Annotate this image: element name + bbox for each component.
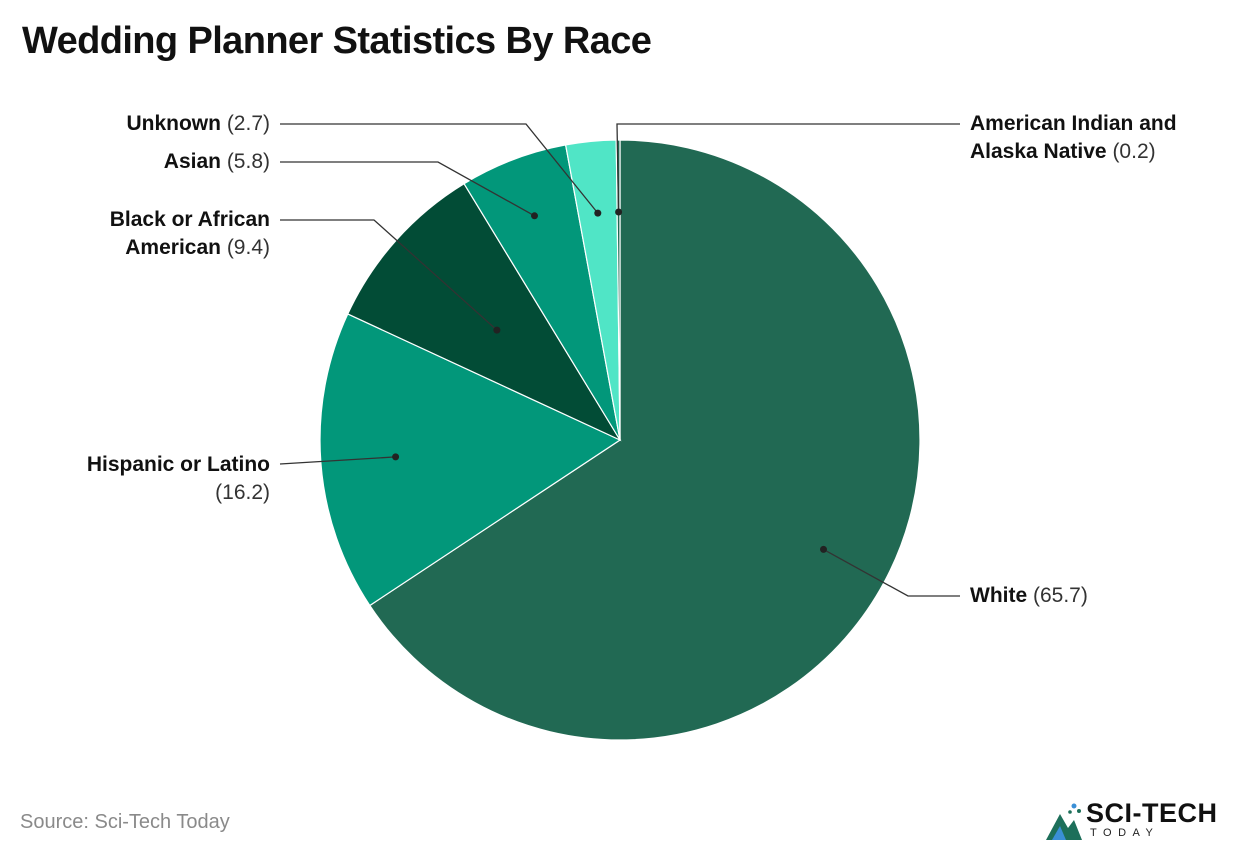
label-black: Black or African American (9.4) [40, 206, 270, 262]
label-black-name-line1: Black or African [109, 208, 270, 231]
logo-sub-text: TODAY [1090, 827, 1160, 839]
pie-slice-hispanic-or-latino [319, 313, 622, 607]
leader-line-white [823, 548, 960, 597]
label-black-name-line2: American [125, 236, 221, 259]
label-white-name: White [970, 584, 1028, 607]
label-american-indian-value: (0.2) [1112, 140, 1156, 163]
label-american-indian-name-line2: Alaska Native [970, 140, 1107, 163]
label-hispanic-name: Hispanic or Latino [86, 453, 270, 476]
leader-line-asian [280, 161, 535, 217]
label-american-indian-name-line1: American Indian and [970, 112, 1177, 135]
leader-line-american-indian-and-alaska-native [616, 123, 960, 213]
source-note: Source: Sci-Tech Today [20, 811, 230, 833]
label-hispanic: Hispanic or Latino (16.2) [40, 451, 270, 507]
label-unknown-name: Unknown [126, 112, 221, 135]
label-unknown-value: (2.7) [226, 112, 270, 135]
leader-line-black-or-african-american [280, 219, 498, 331]
leader-dot-hispanic-or-latino [392, 453, 400, 461]
label-asian: Asian (5.8) [60, 148, 270, 176]
label-unknown: Unknown (2.7) [60, 110, 270, 138]
logo-main-text: SCI-TECH [1086, 798, 1218, 828]
label-white-value: (65.7) [1033, 584, 1088, 607]
sci-tech-logo[interactable]: SCI-TECH TODAY [1044, 798, 1224, 844]
leader-line-hispanic-or-latino [279, 456, 396, 465]
leader-dot-unknown [594, 209, 602, 217]
leader-dot-american-indian-and-alaska-native [615, 208, 623, 216]
label-american-indian: American Indian and Alaska Native (0.2) [970, 110, 1230, 166]
logo-mark-icon [1046, 803, 1082, 840]
label-asian-value: (5.8) [226, 150, 270, 173]
label-hispanic-value: (16.2) [215, 481, 270, 504]
chart-title: Wedding Planner Statistics By Race [22, 20, 652, 62]
leader-dot-asian [531, 212, 538, 220]
pie-slice-white [368, 139, 921, 741]
leader-line-unknown [280, 123, 599, 214]
leader-dot-black-or-african-american [493, 326, 501, 334]
leader-dot-white [820, 545, 827, 553]
label-asian-name: Asian [163, 150, 221, 173]
label-white: White (65.7) [970, 582, 1190, 610]
label-black-value: (9.4) [226, 236, 270, 259]
